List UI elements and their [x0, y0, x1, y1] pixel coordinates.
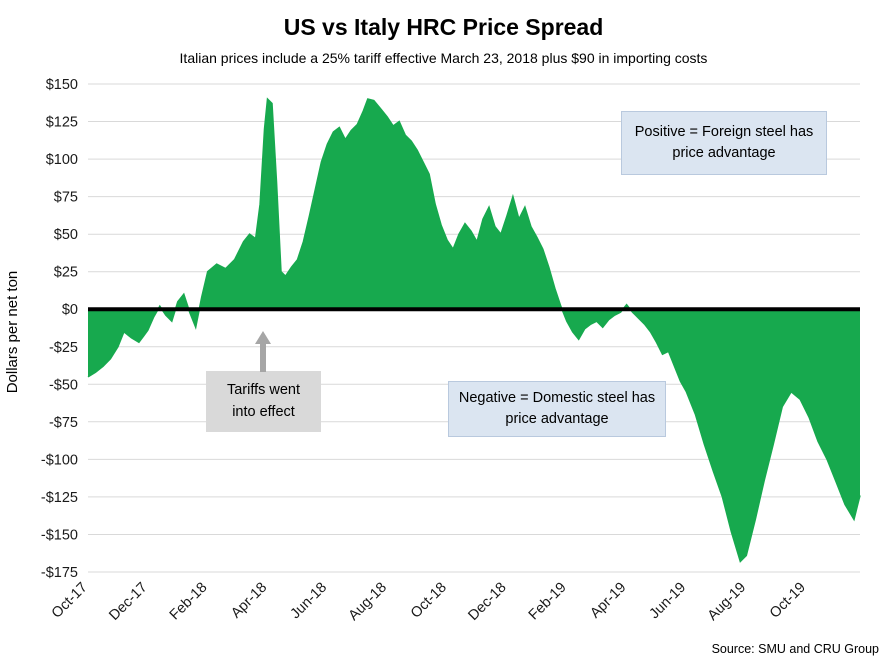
tariff-arrow-up-icon — [255, 331, 271, 372]
annotation-negative-box: Negative = Domestic steel has price adva… — [448, 381, 666, 437]
svg-text:-$25: -$25 — [49, 340, 78, 356]
svg-text:Feb-19: Feb-19 — [526, 580, 570, 624]
svg-text:-$50: -$50 — [49, 377, 78, 393]
svg-text:Oct-17: Oct-17 — [49, 580, 91, 622]
y-axis-title: Dollars per net ton — [4, 270, 21, 394]
svg-text:-$100: -$100 — [41, 452, 78, 468]
svg-text:Apr-19: Apr-19 — [587, 580, 629, 622]
svg-text:$0: $0 — [62, 302, 78, 318]
annotation-positive-box: Positive = Foreign steel has price advan… — [621, 111, 827, 175]
svg-text:$150: $150 — [46, 77, 78, 93]
svg-text:Aug-18: Aug-18 — [346, 580, 390, 624]
svg-text:Dec-17: Dec-17 — [106, 580, 150, 624]
annotation-tariffs-box: Tariffs went into effect — [206, 371, 321, 432]
annotation-positive-text: Positive = Foreign steel has price advan… — [634, 123, 814, 161]
annotation-negative-text: Negative = Domestic steel has price adva… — [458, 389, 656, 427]
svg-text:$125: $125 — [46, 115, 78, 131]
svg-text:-$175: -$175 — [41, 565, 78, 581]
svg-text:-$75: -$75 — [49, 415, 78, 431]
svg-text:Oct-19: Oct-19 — [767, 580, 809, 622]
svg-text:$100: $100 — [46, 152, 78, 168]
svg-text:$50: $50 — [54, 227, 78, 243]
svg-text:Oct-18: Oct-18 — [408, 580, 450, 622]
chart-subtitle: Italian prices include a 25% tariff effe… — [179, 50, 708, 66]
svg-text:Jun-19: Jun-19 — [647, 580, 690, 623]
svg-text:Feb-18: Feb-18 — [167, 580, 211, 624]
annotation-tariffs-text: Tariffs went into effect — [226, 382, 301, 420]
svg-text:-$150: -$150 — [41, 528, 78, 544]
svg-text:$75: $75 — [54, 190, 78, 206]
svg-text:Jun-18: Jun-18 — [288, 580, 331, 623]
chart-title: US vs Italy HRC Price Spread — [283, 14, 604, 40]
svg-text:Aug-19: Aug-19 — [705, 580, 749, 624]
svg-text:Apr-18: Apr-18 — [228, 580, 270, 622]
svg-text:$25: $25 — [54, 265, 78, 281]
source-text: Source: SMU and CRU Group — [711, 642, 879, 656]
svg-text:-$125: -$125 — [41, 490, 78, 506]
svg-text:Dec-18: Dec-18 — [465, 580, 509, 624]
